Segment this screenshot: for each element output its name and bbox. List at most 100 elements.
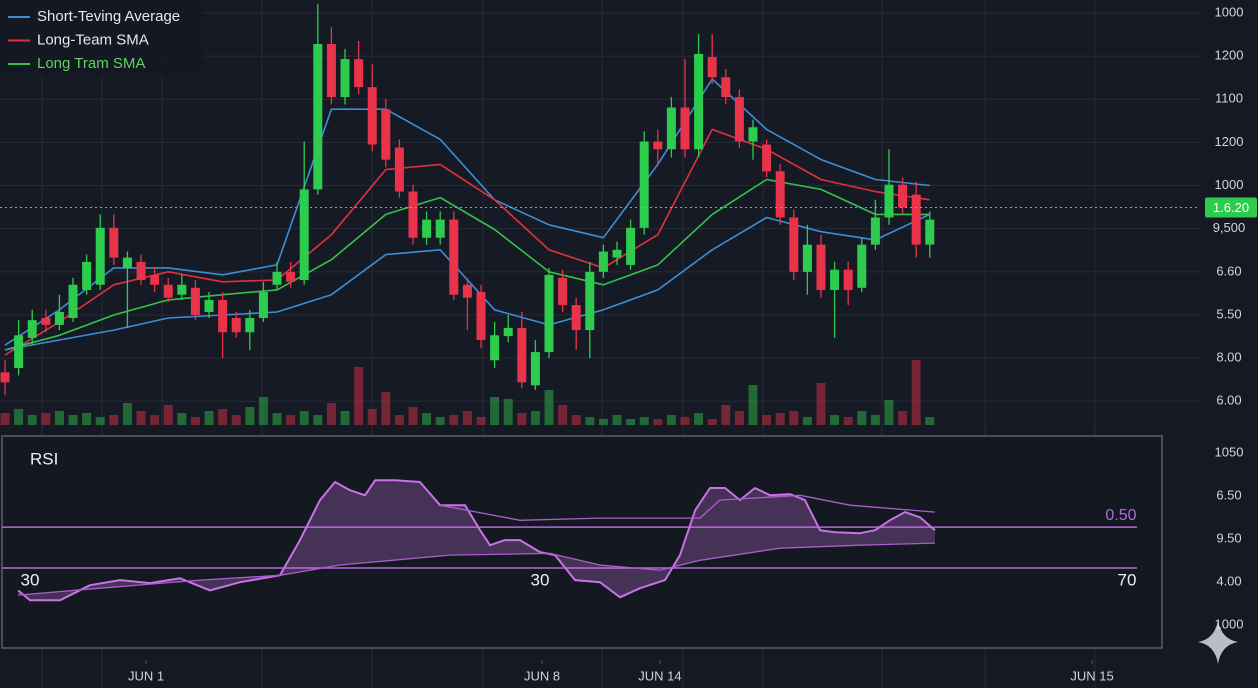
candle-body — [68, 284, 78, 318]
candle-body — [870, 217, 880, 245]
x-tick-label: JUN 14 — [638, 668, 681, 683]
volume-bar — [762, 415, 772, 425]
volume-bar — [286, 415, 296, 425]
volume-bar — [870, 415, 880, 425]
volume-bar — [27, 415, 37, 425]
y-tick-label: 1000 — [1215, 4, 1244, 19]
candle-body — [258, 292, 268, 318]
candle-body — [571, 305, 581, 331]
candle-body — [313, 44, 323, 190]
volume-bar — [163, 405, 173, 425]
legend-label: Long-Team SMA — [37, 31, 149, 48]
volume-bar — [122, 403, 132, 425]
rsi-annotation: 30 — [531, 570, 550, 589]
volume-bar — [911, 360, 921, 425]
candle-body — [911, 194, 921, 245]
moving-average-line — [4, 178, 930, 351]
candle-body — [530, 352, 540, 386]
volume-bar — [544, 390, 554, 425]
volume-bar — [218, 409, 228, 425]
volume-bar — [517, 413, 527, 425]
y-tick-label: 1000 — [1215, 617, 1244, 632]
volume-bar — [136, 411, 146, 425]
candle-body — [857, 244, 867, 288]
volume-bar — [435, 417, 445, 425]
candle-body — [122, 257, 132, 268]
current-price-label: 1.6.20 — [1213, 200, 1249, 215]
y-tick-label: 4.00 — [1216, 574, 1241, 589]
candle-body — [721, 77, 731, 98]
volume-bar — [299, 411, 309, 425]
x-tick-label: JUN 1 — [128, 668, 164, 683]
volume-bar — [381, 392, 391, 425]
volume-bar — [109, 415, 119, 425]
candle-body — [789, 217, 799, 272]
candle-body — [326, 44, 336, 98]
volume-bar — [680, 417, 690, 425]
candle-body — [272, 271, 282, 285]
candle-body — [218, 299, 228, 333]
candle-body — [54, 311, 64, 325]
x-tick-label: JUN 8 — [524, 668, 560, 683]
candle-body — [381, 109, 391, 160]
rsi-annotation: 0.50 — [1105, 507, 1136, 524]
volume-bar — [694, 413, 704, 425]
volume-bar — [490, 397, 500, 425]
candle-body — [598, 251, 608, 272]
y-tick-label: 1050 — [1215, 445, 1244, 460]
volume-bar — [313, 415, 323, 425]
candle-body — [150, 274, 160, 285]
volume-bar — [734, 411, 744, 425]
candle-body — [95, 227, 105, 285]
y-tick-label: 1100 — [1215, 91, 1243, 106]
volume-bar — [748, 385, 758, 425]
volume-bar — [830, 415, 840, 425]
volume-bar — [585, 417, 595, 425]
volume-bar — [857, 411, 867, 425]
candle-body — [82, 261, 92, 290]
volume-bar — [530, 411, 540, 425]
volume-bar — [802, 417, 812, 425]
volume-bar — [721, 405, 731, 425]
volume-bar — [231, 415, 241, 425]
rsi-fill — [18, 480, 936, 601]
candle-body — [558, 277, 568, 306]
candle-body — [816, 244, 826, 290]
volume-bar — [843, 417, 853, 425]
candle-body — [544, 274, 554, 353]
volume-bar — [571, 415, 581, 425]
candle-body — [27, 320, 37, 338]
candle-body — [517, 327, 527, 383]
candle-body — [748, 127, 758, 142]
candle-body — [762, 144, 772, 172]
panel-title: RSI — [30, 449, 58, 468]
candle-body — [884, 184, 894, 218]
volume-bar — [82, 413, 92, 425]
volume-bar — [503, 399, 513, 425]
volume-bar — [626, 419, 636, 425]
candle-body — [136, 261, 146, 281]
current-price-badge — [1205, 197, 1257, 218]
rsi-panel — [1, 435, 1163, 649]
candle-body — [394, 147, 404, 192]
volume-bar — [925, 417, 935, 425]
candle-body — [204, 299, 214, 312]
candle-body — [612, 249, 622, 258]
volume-bar — [422, 413, 432, 425]
y-tick-label: 9,500 — [1213, 220, 1246, 235]
x-tick-label: JUN 15 — [1070, 668, 1113, 683]
volume-bar — [190, 417, 200, 425]
y-tick-label: 5.50 — [1216, 306, 1241, 321]
candle-body — [435, 219, 445, 238]
volume-bar — [558, 405, 568, 425]
volume-bar — [666, 415, 676, 425]
candle-body — [245, 317, 255, 333]
candle-body — [666, 107, 676, 150]
rsi-annotation: 70 — [1118, 570, 1137, 589]
candle-body — [626, 227, 636, 265]
candle-body — [734, 97, 744, 142]
candle-body — [653, 141, 663, 150]
candle-body — [503, 327, 513, 337]
y-tick-label: 6.60 — [1216, 263, 1241, 278]
